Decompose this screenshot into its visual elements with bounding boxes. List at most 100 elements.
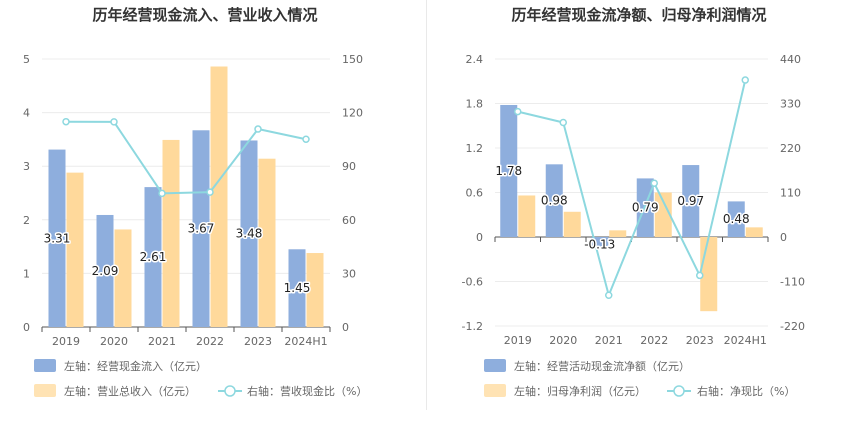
y-right-tick-label: 330 [780, 98, 801, 111]
legend-label: 右轴：净现比（%） [697, 384, 795, 398]
data-label: 1.45 [284, 281, 311, 295]
x-tick-label: 2021 [148, 335, 176, 348]
ratio-line [517, 79, 747, 299]
chart-title: 历年经营现金流入、营业收入情况 [92, 6, 317, 24]
bar-secondary [162, 139, 180, 327]
y-right-tick-label: 120 [342, 107, 363, 120]
x-tick-label: 2023 [244, 335, 272, 348]
x-tick-label: 2021 [595, 334, 623, 347]
data-label: 3.48 [236, 227, 263, 241]
y-right-tick-label: -220 [780, 320, 805, 333]
panel-divider [426, 0, 427, 410]
legend-label: 左轴：营业总收入（亿元） [64, 384, 196, 398]
ratio-point [559, 118, 567, 127]
bar-primary [727, 201, 745, 237]
bar-secondary [66, 172, 84, 327]
data-label: 3.67 [188, 222, 215, 236]
data-label: -0.13 [584, 238, 615, 252]
y-right-tick-label: 30 [342, 267, 356, 280]
data-label: 0.48 [723, 212, 750, 226]
y-right-tick-label: 220 [780, 142, 801, 155]
x-tick-label: 2023 [686, 334, 714, 347]
legend: 左轴：经营现金流入（亿元） 左轴：营业总收入（亿元） 右轴：营收现金比（%） [34, 359, 367, 398]
data-label: 0.97 [677, 194, 704, 208]
x-tick-label: 2024H1 [284, 335, 327, 348]
data-label: 2.09 [92, 264, 119, 278]
bar-primary [500, 104, 518, 237]
legend-label: 左轴：归母净利润（亿元） [514, 384, 646, 398]
ratio-point [650, 179, 658, 187]
y-right-tick-label: 110 [780, 187, 801, 200]
ratio-point [206, 188, 214, 196]
legend-swatch [34, 359, 56, 372]
y-left-tick-label: -0.6 [462, 276, 483, 289]
bar-secondary [654, 192, 672, 237]
bar-primary [48, 149, 66, 327]
legend-label: 右轴：营收现金比（%） [247, 384, 367, 398]
y-left-tick-label: 2.4 [466, 53, 484, 66]
bar-secondary [258, 158, 276, 327]
ratio-point [110, 118, 118, 126]
ratio-line [65, 120, 307, 195]
data-label: 0.79 [632, 201, 659, 215]
legend-label: 左轴：经营现金流入（亿元） [64, 359, 207, 373]
ratio-point [605, 291, 613, 300]
y-left-tick-label: 3 [23, 160, 30, 173]
bar-primary [545, 164, 563, 237]
legend-swatch [34, 384, 56, 397]
ratio-point [741, 76, 749, 84]
x-tick-label: 2020 [100, 335, 128, 348]
data-label: 0.98 [541, 194, 568, 208]
y-right-tick-label: 440 [780, 53, 801, 66]
x-tick-label: 2022 [640, 334, 668, 347]
bar-primary [96, 214, 114, 327]
ratio-point [514, 107, 522, 116]
ratio-point [158, 189, 166, 198]
y-left-tick-label: 0.6 [466, 187, 484, 200]
x-tick-label: 2019 [504, 334, 532, 347]
legend-swatch [484, 359, 506, 372]
ratio-point [302, 135, 310, 143]
legend-label: 左轴：经营活动现金流净额（亿元） [514, 359, 690, 373]
y-right-tick-label: -110 [780, 276, 805, 289]
y-left-tick-label: -1.2 [462, 320, 483, 333]
y-right-tick-label: 150 [342, 53, 363, 66]
bar-primary [240, 140, 258, 327]
chart-1: 历年经营现金流入、营业收入情况 0 1 2 3 4 5 0 30 60 90 120 150 2019 20… [23, 6, 367, 398]
y-left-tick-label: 0 [476, 231, 483, 244]
legend-marker [224, 385, 236, 397]
bar-primary [682, 165, 700, 237]
bar-primary [591, 237, 609, 247]
data-label: 2.61 [140, 250, 167, 264]
bar-secondary [518, 195, 536, 237]
data-label: 1.78 [495, 164, 522, 178]
bar-secondary [745, 227, 763, 237]
bar-secondary [563, 211, 581, 237]
y-left-tick-label: 5 [23, 53, 30, 66]
x-tick-label: 2020 [549, 334, 577, 347]
chart-2: 历年经营现金流净额、归母净利润情况 -1.2 -0.6 0 0.6 1.2 1.8 2.4 -2… [462, 6, 805, 398]
x-tick-label: 2019 [52, 335, 80, 348]
x-tick-label: 2024H1 [724, 334, 767, 347]
ratio-point [62, 117, 70, 126]
legend-swatch [484, 384, 506, 397]
bar-secondary [609, 230, 627, 237]
y-right-tick-label: 90 [342, 160, 356, 173]
chart-title: 历年经营现金流净额、归母净利润情况 [511, 6, 766, 24]
bar-secondary [114, 229, 132, 327]
y-left-tick-label: 0 [23, 321, 30, 334]
y-left-tick-label: 1.8 [466, 98, 484, 111]
data-label: 3.31 [44, 231, 71, 245]
bar-primary [192, 130, 210, 327]
y-left-tick-label: 1 [23, 267, 30, 280]
y-left-tick-label: 4 [23, 107, 30, 120]
ratio-point [696, 271, 704, 280]
bar-primary [288, 249, 306, 327]
legend: 左轴：经营活动现金流净额（亿元） 左轴：归母净利润（亿元） 右轴：净现比（%） [484, 359, 795, 398]
legend-marker [673, 385, 685, 397]
y-right-tick-label: 60 [342, 214, 356, 227]
ratio-point [254, 125, 262, 133]
x-tick-label: 2022 [196, 335, 224, 348]
